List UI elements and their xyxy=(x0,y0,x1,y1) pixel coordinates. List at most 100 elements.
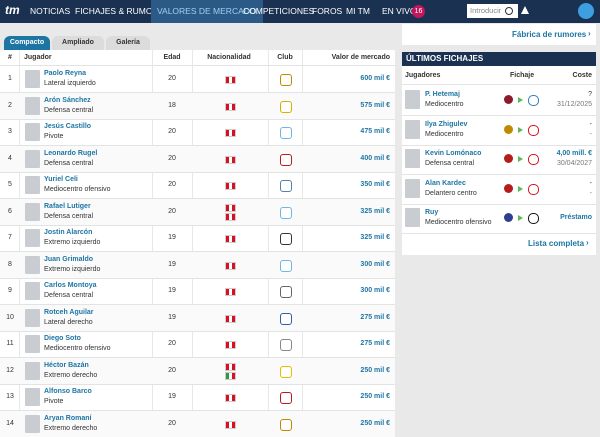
nav-item[interactable]: VALORES DE MERCADO xyxy=(151,0,263,23)
club-logo[interactable] xyxy=(280,286,292,298)
nav-item[interactable]: MI TM xyxy=(346,6,370,16)
flag xyxy=(225,155,236,164)
tab[interactable]: Compacto xyxy=(4,36,50,50)
player-name[interactable]: P. Hetemaj xyxy=(425,91,460,98)
player-name[interactable]: Arón Sánchez xyxy=(44,96,91,104)
age: 20 xyxy=(168,207,176,215)
nav-item[interactable]: FICHAJES & RUMORES xyxy=(75,6,170,16)
age: 20 xyxy=(168,181,176,188)
chevron[interactable]: › xyxy=(586,238,589,247)
player-name[interactable]: Ruy xyxy=(425,209,439,216)
player-name[interactable]: Rotceh Aguilar xyxy=(44,308,94,316)
club-logo[interactable] xyxy=(280,418,292,431)
column-header: Jugador xyxy=(24,54,52,61)
tab[interactable]: Galería xyxy=(106,36,150,50)
club-logo[interactable] xyxy=(280,392,292,404)
column-header: Coste xyxy=(572,72,592,79)
club-logo[interactable] xyxy=(280,312,292,325)
club-logo[interactable] xyxy=(280,127,292,139)
player-name[interactable]: Jostin Alarcón xyxy=(44,229,93,236)
club-logo[interactable] xyxy=(280,365,292,378)
market-value[interactable]: 250 mil € xyxy=(360,393,390,400)
player-name[interactable]: Jesús Castillo xyxy=(44,123,92,130)
flag xyxy=(225,314,236,323)
nav-item[interactable]: NOTICIAS xyxy=(30,6,71,16)
player-position: Defensa central xyxy=(44,292,94,299)
nav-item[interactable]: EN VIVO xyxy=(382,6,417,16)
table-row xyxy=(0,198,395,225)
column-header: Club xyxy=(277,54,293,61)
club-logo[interactable] xyxy=(280,259,292,272)
from-club[interactable] xyxy=(504,213,513,222)
market-value[interactable]: 350 mil € xyxy=(360,181,390,188)
from-club[interactable] xyxy=(504,124,513,134)
player-position: Defensa central xyxy=(44,106,94,114)
player-name[interactable]: Alan Kardec xyxy=(425,179,466,187)
to-club[interactable] xyxy=(528,154,539,165)
player-name[interactable]: Rafael Lutiger xyxy=(44,202,91,210)
live-badge[interactable]: 16 xyxy=(412,5,425,18)
club-logo[interactable] xyxy=(280,339,292,351)
flag xyxy=(225,76,236,84)
player-name[interactable]: Ilya Zhigulev xyxy=(425,120,468,128)
fee[interactable]: 4,00 mill. € xyxy=(556,150,592,157)
club-logo[interactable] xyxy=(280,74,292,86)
player-name[interactable]: Paolo Reyna xyxy=(44,70,87,77)
to-club[interactable] xyxy=(528,95,539,106)
player-name[interactable]: Carlos Montoya xyxy=(44,282,97,289)
arrow xyxy=(518,126,523,133)
to-club[interactable] xyxy=(528,213,539,224)
logo[interactable]: tm xyxy=(5,3,20,17)
market-value[interactable]: 475 mil € xyxy=(360,128,390,135)
contract-date: 30/04/2027 xyxy=(556,160,592,167)
player-name[interactable]: Diego Soto xyxy=(44,335,81,342)
age: 20 xyxy=(168,128,176,135)
player-position: Defensa central xyxy=(44,212,94,220)
tab[interactable]: Ampliado xyxy=(52,36,104,50)
club-logo[interactable] xyxy=(280,233,292,245)
nav-item[interactable]: FOROS xyxy=(312,6,343,16)
club-logo[interactable] xyxy=(280,180,292,192)
rank: 14 xyxy=(6,419,14,427)
player-name[interactable]: Héctor Bazán xyxy=(44,361,89,369)
user-icon[interactable] xyxy=(578,3,594,19)
market-value[interactable]: 400 mil € xyxy=(360,154,390,162)
market-value[interactable]: 250 mil € xyxy=(360,419,390,427)
from-club[interactable] xyxy=(504,95,513,104)
market-value[interactable]: 600 mil € xyxy=(360,75,390,82)
market-value[interactable]: 300 mil € xyxy=(360,260,390,268)
from-club[interactable] xyxy=(504,183,513,193)
market-value[interactable]: 250 mil € xyxy=(360,366,390,374)
market-value[interactable]: 325 mil € xyxy=(360,207,390,215)
club-logo[interactable] xyxy=(280,153,292,166)
scroll-top-icon[interactable] xyxy=(521,6,529,14)
player-name[interactable]: Aryan Romaní xyxy=(44,414,92,422)
market-value[interactable]: 325 mil € xyxy=(360,234,390,241)
fee[interactable]: Préstamo xyxy=(560,214,592,221)
market-value[interactable]: 275 mil € xyxy=(360,313,390,321)
flag xyxy=(225,261,236,270)
from-club[interactable] xyxy=(504,154,513,163)
club-logo[interactable] xyxy=(280,100,292,113)
club-logo[interactable] xyxy=(280,206,292,219)
rumors-link[interactable]: Fábrica de rumores xyxy=(512,30,587,39)
player-position: Mediocentro ofensivo xyxy=(425,219,492,226)
nav-item[interactable]: COMPETICIONES xyxy=(243,6,315,16)
market-value[interactable]: 275 mil € xyxy=(360,340,390,347)
player-name[interactable]: Yuriel Celi xyxy=(44,176,78,183)
player-name[interactable]: Juan Grimaldo xyxy=(44,255,94,263)
market-value[interactable]: 575 mil € xyxy=(360,101,390,109)
search-icon[interactable] xyxy=(505,7,513,15)
more-link[interactable]: Lista completa xyxy=(528,239,585,248)
header-line xyxy=(402,84,596,85)
to-club[interactable] xyxy=(528,124,539,136)
player-position: Extremo izquierdo xyxy=(44,239,101,246)
age: 19 xyxy=(168,313,176,321)
market-value[interactable]: 300 mil € xyxy=(360,287,390,294)
chevron[interactable]: › xyxy=(588,29,591,38)
player-photo xyxy=(25,414,40,433)
player-name[interactable]: Kevin Lomónaco xyxy=(425,150,482,157)
to-club[interactable] xyxy=(528,183,539,195)
player-name[interactable]: Alfonso Barco xyxy=(44,388,92,395)
player-name[interactable]: Leonardo Rugel xyxy=(44,149,98,157)
